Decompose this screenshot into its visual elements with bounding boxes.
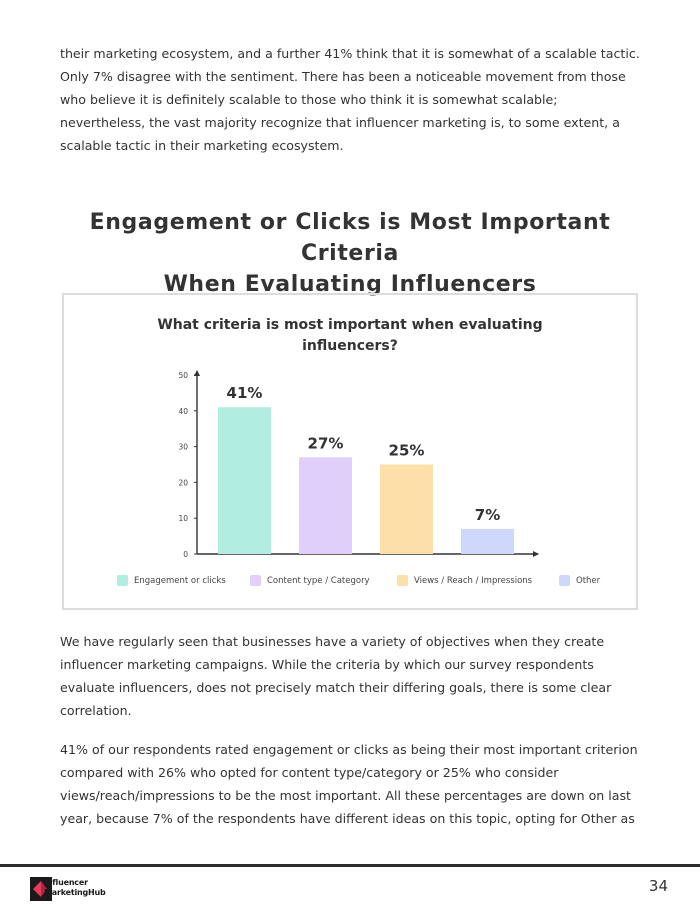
y-tick-label: 50	[178, 371, 188, 380]
bar-data-label: 27%	[308, 434, 344, 452]
bar-data-label: 25%	[389, 442, 425, 460]
y-tick-label: 40	[178, 407, 188, 416]
legend-item: Engagement or clicks	[117, 575, 226, 586]
section-heading-line-2: When Evaluating Influencers	[163, 272, 537, 297]
legend-item: Other	[559, 575, 600, 586]
page-number: 34	[648, 877, 668, 895]
body-paragraph-2: 41% of our respondents rated engagement …	[60, 742, 638, 826]
chart-title: What criteria is most important when eva…	[64, 315, 636, 357]
bar	[218, 407, 271, 554]
bar-data-label: 41%	[227, 384, 263, 402]
logo: Influencer MarketingHub	[30, 876, 150, 902]
legend-swatch	[559, 575, 570, 586]
chart-title-line-1: What criteria is most important when eva…	[157, 317, 543, 333]
legend-label: Views / Reach / Impressions	[414, 575, 533, 586]
bar	[380, 464, 433, 554]
logo-text: Influencer MarketingHub	[44, 878, 106, 898]
bar-chart-plot: 0 10 20 30 40 50 41% 27% 25% 7%	[178, 370, 539, 559]
legend-label: Engagement or clicks	[134, 575, 226, 586]
section-heading: Engagement or Clicks is Most Important C…	[40, 207, 660, 300]
x-axis-arrow	[533, 551, 539, 557]
legend-swatch	[250, 575, 261, 586]
logo-mark-icon	[30, 877, 52, 901]
bar	[299, 457, 352, 554]
logo-text-line-2: MarketingHub	[44, 888, 106, 897]
legend-item: Views / Reach / Impressions	[397, 575, 532, 586]
legend-label: Content type / Category	[267, 575, 370, 586]
section-heading-line-1: Engagement or Clicks is Most Important C…	[89, 210, 611, 266]
footer-divider	[0, 864, 700, 867]
logo-text-line-1: Influencer	[44, 878, 88, 887]
body-paragraph-1: We have regularly seen that businesses h…	[60, 634, 612, 718]
legend-swatch	[397, 575, 408, 586]
chart-legend: Engagement or clicks Content type / Categ…	[64, 575, 636, 591]
y-tick-label: 10	[178, 514, 188, 523]
criteria-chart: What criteria is most important when eva…	[62, 293, 638, 610]
legend-label: Other	[576, 575, 601, 586]
bar	[461, 528, 514, 554]
bar-data-label: 7%	[475, 506, 500, 524]
intro-paragraph: their marketing ecosystem, and a further…	[60, 46, 640, 153]
y-tick-label: 20	[178, 478, 188, 487]
chart-title-line-2: influencers?	[302, 338, 398, 354]
legend-swatch	[117, 575, 128, 586]
y-tick-label: 0	[183, 550, 188, 559]
legend-item: Content type / Category	[250, 575, 370, 586]
y-tick-label: 30	[178, 443, 188, 452]
